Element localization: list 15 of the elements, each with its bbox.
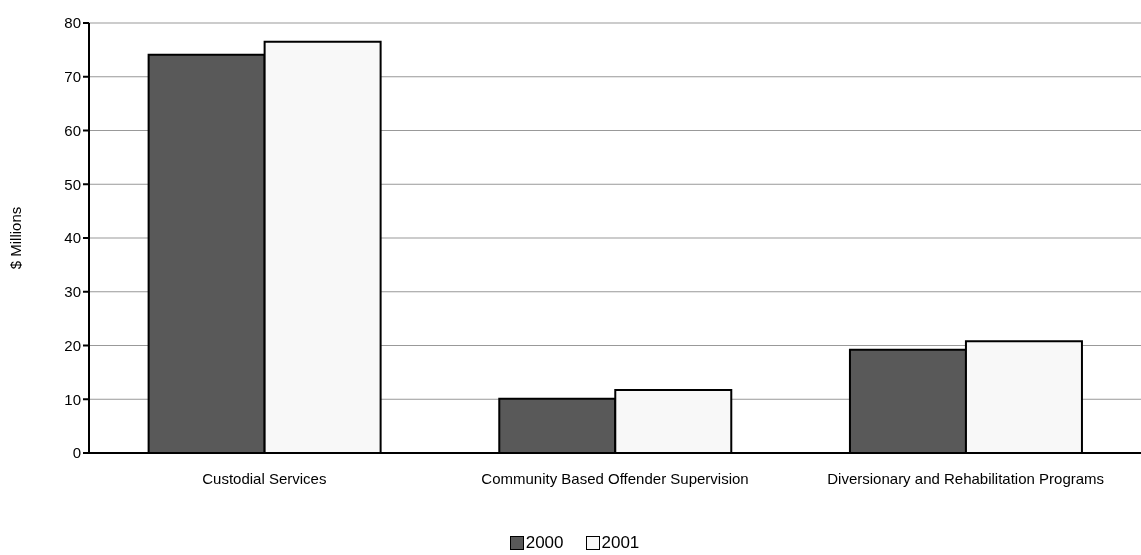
legend-label: 2001 — [600, 533, 640, 553]
y-tick-label: 60 — [64, 121, 81, 139]
y-tick-label: 80 — [64, 14, 81, 32]
x-tick-label: Custodial Services — [202, 469, 327, 487]
y-tick-label: 50 — [64, 175, 81, 193]
x-tick-label: Diversionary and Rehabilitation Programs — [827, 469, 1105, 487]
y-axis-title: $ Millions — [7, 206, 25, 270]
y-tick-label: 20 — [64, 336, 81, 354]
legend-label: 2000 — [524, 533, 564, 553]
y-tick-label: 70 — [64, 68, 81, 86]
y-tick-label: 0 — [72, 444, 81, 462]
y-tick-label: 10 — [64, 390, 81, 408]
x-tick-label: Community Based Offender Supervision — [481, 469, 749, 487]
y-tick-label: 40 — [64, 229, 81, 247]
y-tick-label: 30 — [64, 283, 81, 301]
